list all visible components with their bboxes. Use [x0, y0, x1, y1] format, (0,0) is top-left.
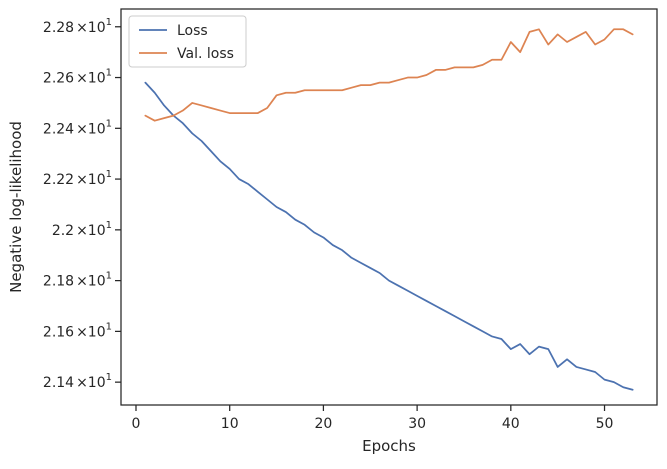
series-line-loss [144, 81, 634, 391]
y-tick-exponent: 1 [106, 68, 112, 79]
legend-entry-label: Val. loss [177, 46, 234, 62]
y-tick-times: ×10 [76, 223, 106, 239]
y-tick-mantissa: 2.16 [43, 324, 74, 340]
x-tick-label: 10 [221, 416, 239, 432]
y-tick-mantissa: 2.24 [43, 121, 74, 137]
y-tick-exponent: 1 [106, 271, 112, 282]
y-tick-exponent: 1 [106, 169, 112, 180]
x-tick-label: 20 [314, 416, 332, 432]
y-tick-mantissa: 2.2 [52, 223, 74, 239]
y-tick-label: 2.22 ×101 [43, 169, 112, 188]
axes-frame [120, 8, 658, 406]
y-tick-label: 2.16 ×101 [43, 321, 112, 340]
x-tick-label: 0 [132, 416, 141, 432]
y-tick-label: 2.14 ×101 [43, 372, 112, 391]
y-tick-times: ×10 [76, 20, 106, 36]
y-tick-times: ×10 [76, 121, 106, 137]
legend: Loss Val. loss [128, 15, 247, 68]
x-tick-label: 30 [408, 416, 426, 432]
y-tick-label: 2.26 ×101 [43, 68, 112, 87]
y-axis-label: Negative log-likelihood [7, 121, 25, 293]
y-tick-label: 2.2 ×101 [52, 220, 112, 239]
y-tick-mantissa: 2.28 [43, 20, 74, 36]
y-tick-exponent: 1 [106, 321, 112, 332]
x-axis-label: Epochs [362, 437, 416, 455]
y-tick-mantissa: 2.14 [43, 375, 74, 391]
y-tick-label: 2.28 ×101 [43, 17, 112, 36]
y-tick-times: ×10 [76, 71, 106, 87]
y-tick-times: ×10 [76, 375, 106, 391]
series-line-val-loss [144, 28, 634, 122]
legend-box [128, 15, 247, 68]
y-tick-times: ×10 [76, 324, 106, 340]
y-tick-mantissa: 2.22 [43, 172, 74, 188]
legend-entry-label: Loss [177, 23, 208, 39]
series-group [144, 28, 634, 391]
x-tick-label: 50 [596, 416, 614, 432]
y-tick-mantissa: 2.26 [43, 71, 74, 87]
y-tick-label: 2.24 ×101 [43, 118, 112, 137]
y-tick-times: ×10 [76, 172, 106, 188]
y-tick-exponent: 1 [106, 17, 112, 28]
y-tick-exponent: 1 [106, 372, 112, 383]
y-tick-exponent: 1 [106, 220, 112, 231]
y-tick-label: 2.18 ×101 [43, 271, 112, 290]
x-ticks: 0 10 20 30 40 50 [132, 405, 614, 432]
y-tick-mantissa: 2.18 [43, 274, 74, 290]
y-tick-times: ×10 [76, 274, 106, 290]
y-tick-exponent: 1 [106, 118, 112, 129]
x-tick-label: 40 [502, 416, 520, 432]
